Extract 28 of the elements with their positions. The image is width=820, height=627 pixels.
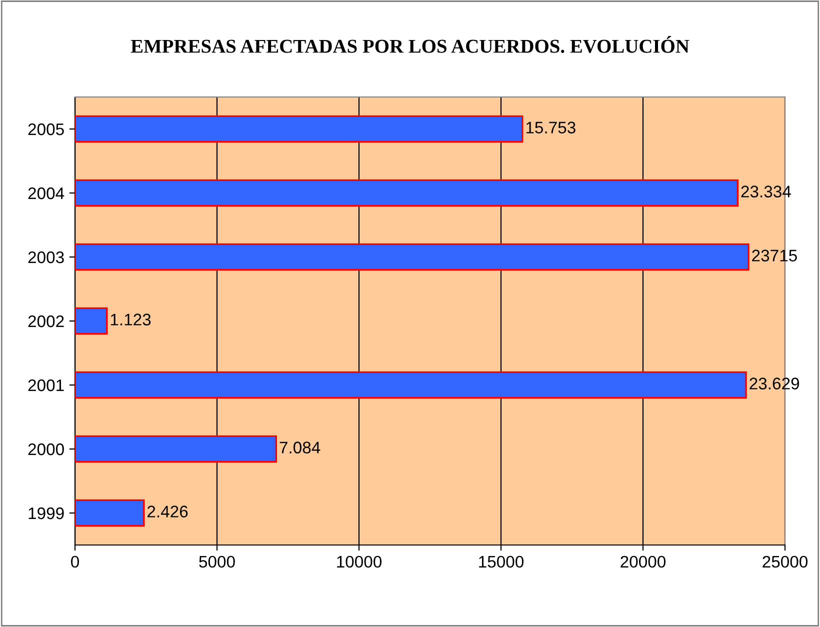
data-label: 7.084 [280, 442, 320, 454]
y-tick-label: 2005 [28, 123, 64, 136]
x-tick-label: 10000 [337, 556, 382, 568]
bar [75, 307, 108, 335]
y-tick-label: 2002 [28, 315, 64, 328]
data-label: 1.123 [110, 314, 151, 326]
x-tick-label: 0 [71, 556, 79, 568]
y-tick-label: 2001 [28, 379, 64, 392]
y-tick-label: 1999 [28, 507, 64, 520]
data-label: 23.334 [741, 186, 791, 198]
x-tick-label: 5000 [199, 556, 235, 568]
data-label: 23715 [752, 250, 797, 262]
bar [75, 499, 145, 527]
y-tick-label: 2000 [28, 443, 64, 456]
bar [75, 435, 278, 463]
bar [75, 115, 524, 143]
y-tick-label: 2003 [28, 251, 64, 264]
bar [75, 371, 747, 399]
data-label: 2.426 [148, 506, 188, 518]
bar [75, 179, 739, 207]
data-label: 15.753 [526, 122, 576, 134]
x-tick-label: 15000 [479, 556, 524, 568]
bar [75, 243, 750, 271]
y-tick-label: 2004 [28, 187, 64, 200]
chart-title: EMPRESAS AFECTADAS POR LOS ACUERDOS. EVOLUCIÓN [130, 36, 690, 53]
x-tick-label: 20000 [620, 556, 666, 568]
x-tick-label: 25000 [762, 556, 808, 568]
data-label: 23.629 [750, 378, 800, 390]
